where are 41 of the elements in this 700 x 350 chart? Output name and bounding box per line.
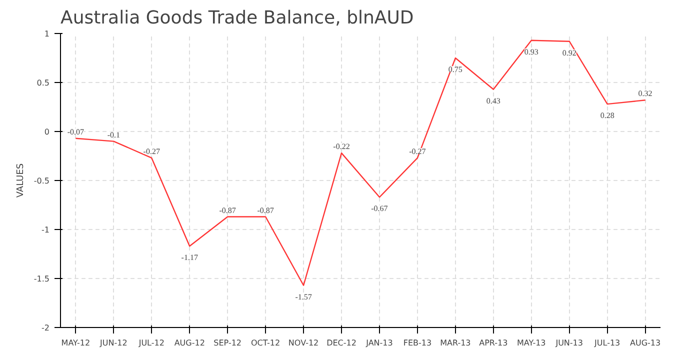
x-tick-label: FEB-13 bbox=[403, 338, 432, 348]
data-label: 0.92 bbox=[562, 48, 576, 58]
data-label: -0.22 bbox=[333, 142, 350, 152]
x-tick-label: JUL-12 bbox=[138, 338, 164, 348]
y-tick-label: -1.5 bbox=[34, 274, 50, 284]
data-label: 0.93 bbox=[524, 47, 538, 56]
x-tick-label: MAY-13 bbox=[517, 338, 546, 348]
data-label: 0.43 bbox=[486, 96, 500, 106]
x-tick-label: JAN-13 bbox=[365, 338, 393, 348]
x-tick-label: APR-13 bbox=[479, 338, 508, 348]
x-tick-label: OCT-12 bbox=[251, 338, 280, 348]
data-label: -0.67 bbox=[371, 204, 388, 214]
chart-title: Australia Goods Trade Balance, blnAUD bbox=[60, 8, 414, 28]
data-label: -1.17 bbox=[181, 253, 198, 262]
x-tick-label: AUG-13 bbox=[630, 338, 661, 348]
x-tick-label: JUN-13 bbox=[554, 338, 583, 348]
data-label: -1.57 bbox=[295, 292, 312, 302]
x-tick-label: MAY-12 bbox=[61, 338, 90, 348]
y-tick-label: -0.5 bbox=[34, 176, 50, 186]
data-label: -0.27 bbox=[143, 146, 160, 156]
y-tick-label: -1 bbox=[42, 226, 50, 234]
x-tick-label: AUG-12 bbox=[174, 338, 205, 348]
y-tick-label: -2 bbox=[42, 324, 50, 332]
x-tick-label: MAR-13 bbox=[440, 338, 471, 348]
data-label: -0.87 bbox=[257, 206, 274, 215]
y-tick-label: 0.5 bbox=[36, 78, 50, 88]
data-label: 0.28 bbox=[600, 111, 614, 120]
y-tick-label: 1 bbox=[44, 30, 50, 38]
data-label: -0.87 bbox=[219, 206, 236, 215]
data-label: -0.1 bbox=[107, 130, 120, 140]
y-tick-label: 0 bbox=[44, 128, 50, 136]
x-tick-label: JUL-13 bbox=[594, 338, 620, 348]
x-tick-label: DEC-12 bbox=[326, 338, 356, 348]
x-tick-label: JUN-12 bbox=[99, 338, 128, 348]
x-tick-label: SEP-12 bbox=[214, 338, 242, 348]
data-label: 0.32 bbox=[638, 89, 652, 98]
data-label: -0.27 bbox=[409, 146, 426, 156]
y-axis-title: VALUES bbox=[16, 163, 26, 198]
data-label: 0.75 bbox=[448, 65, 462, 74]
data-label: -0.07 bbox=[67, 127, 84, 136]
x-tick-label: NOV-12 bbox=[288, 338, 319, 348]
